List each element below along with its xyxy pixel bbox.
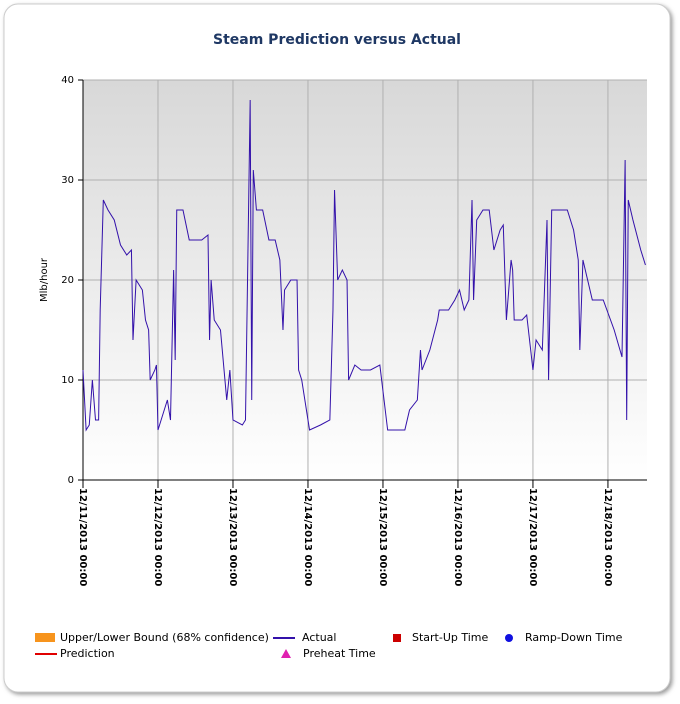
y-tick-label: 10 — [61, 375, 74, 386]
data-line — [82, 99, 646, 432]
x-tick-label: 12/14/2013 00:00 — [302, 488, 313, 586]
chart-title: Steam Prediction versus Actual — [213, 32, 461, 48]
y-tick-label: 20 — [61, 275, 74, 286]
x-tick-label: 12/13/2013 00:00 — [227, 488, 238, 586]
x-tick-label: 12/17/2013 00:00 — [527, 488, 538, 586]
legend-label: Prediction — [60, 647, 115, 660]
legend-swatch — [35, 633, 55, 642]
legend-swatch — [505, 634, 513, 642]
legend-swatch — [393, 634, 401, 642]
y-tick-label: 0 — [68, 475, 74, 486]
y-tick-label: 40 — [61, 75, 74, 86]
legend-label: Upper/Lower Bound (68% confidence) — [60, 631, 269, 644]
x-tick-label: 12/11/2013 00:00 — [77, 488, 88, 586]
legend-label: Ramp-Down Time — [525, 631, 623, 644]
x-tick-label: 12/18/2013 00:00 — [602, 488, 613, 586]
legend-swatch — [281, 649, 291, 658]
legend-label: Start-Up Time — [412, 631, 489, 644]
y-axis-label: Mlb/hour — [39, 257, 50, 302]
legend-label: Actual — [302, 631, 336, 644]
legend-label: Preheat Time — [303, 647, 376, 660]
y-tick-label: 30 — [61, 175, 74, 186]
x-tick-label: 12/16/2013 00:00 — [452, 488, 463, 586]
x-tick-label: 12/12/2013 00:00 — [152, 488, 163, 586]
x-tick-label: 12/15/2013 00:00 — [377, 488, 388, 586]
